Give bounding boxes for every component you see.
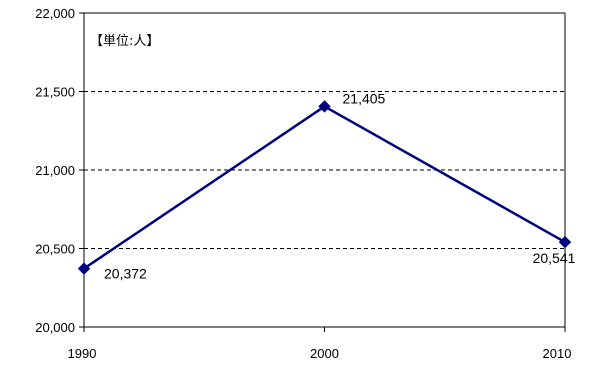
x-tick-label: 2010 [543, 346, 572, 361]
y-tick-label: 21,500 [35, 85, 75, 100]
data-label: 20,372 [104, 266, 147, 282]
data-point-marker [318, 100, 331, 113]
data-point-marker [558, 235, 572, 249]
x-tick-label: 2000 [310, 346, 339, 361]
data-label: 21,405 [343, 90, 386, 106]
x-axis-tick-labels: 1990 2000 2010 [68, 346, 572, 361]
y-axis-tick-labels: 20,000 20,500 21,000 21,500 22,000 [35, 6, 75, 335]
data-label: 20,541 [533, 250, 576, 266]
data-labels: 20,372 21,405 20,541 [104, 90, 576, 281]
series-line [77, 100, 572, 275]
y-tick-label: 21,000 [35, 163, 75, 178]
unit-note: 【単位:人】 [90, 33, 159, 49]
y-tick-label: 20,500 [35, 242, 75, 257]
y-tick-label: 22,000 [35, 6, 75, 21]
data-point-marker [77, 262, 91, 275]
gridlines [84, 91, 565, 249]
y-tick-label: 20,000 [35, 320, 75, 335]
axes [79, 12, 566, 332]
x-tick-label: 1990 [68, 346, 97, 361]
